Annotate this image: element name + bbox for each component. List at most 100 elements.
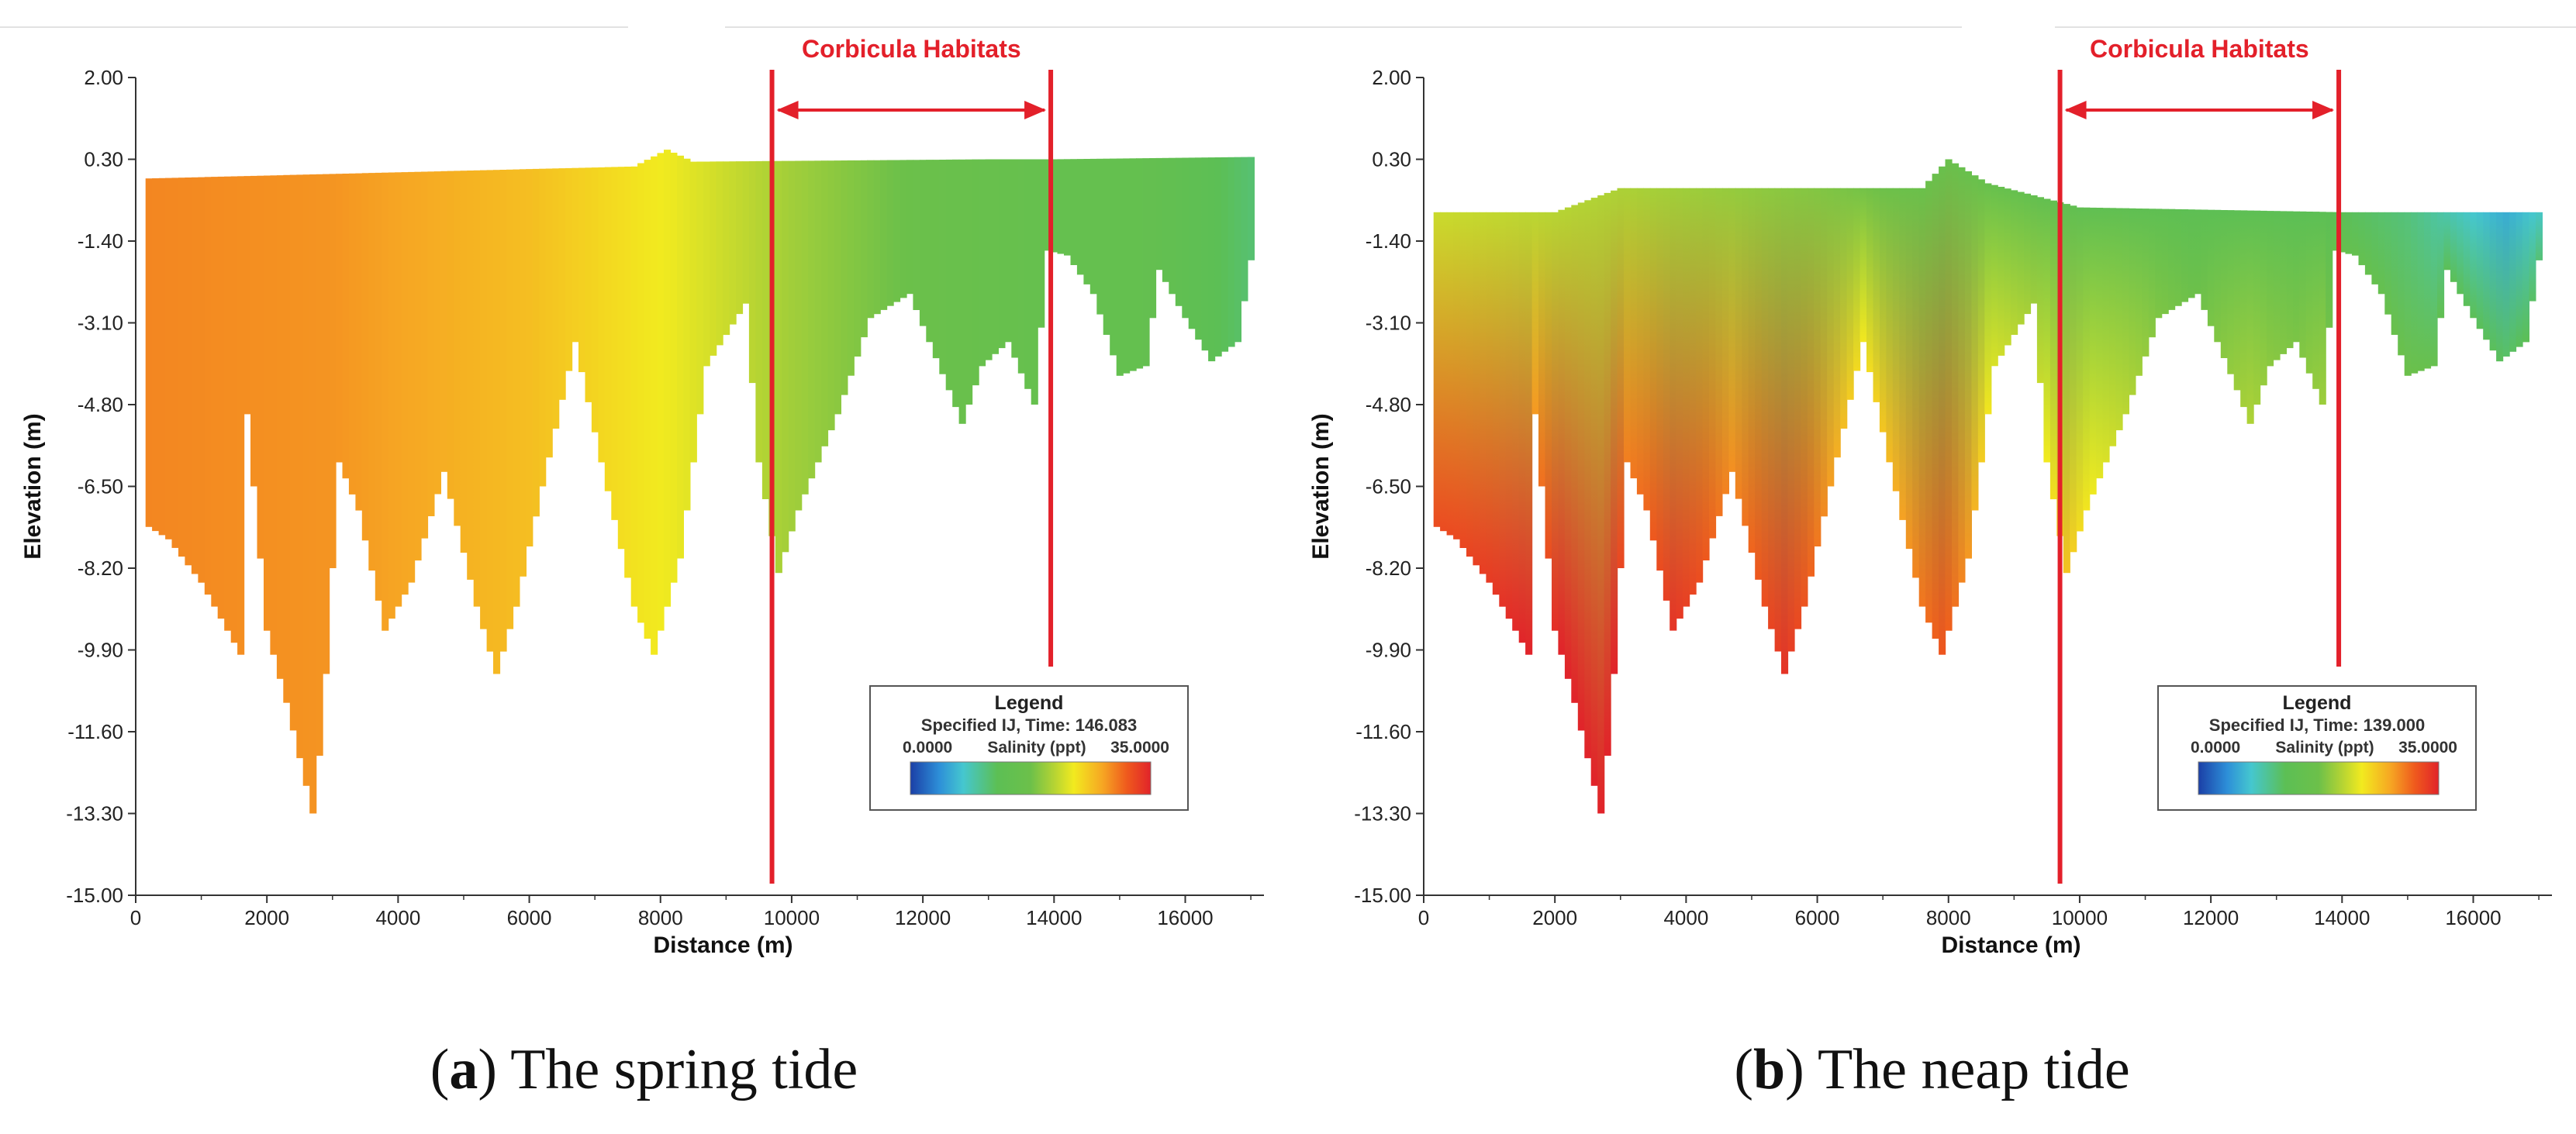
salinity-column [2220,210,2228,358]
salinity-column [1689,188,1697,595]
salinity-column [991,159,999,354]
habitat-arrowhead-right [1024,101,1047,119]
salinity-column [2233,210,2241,391]
salinity-column [211,177,219,607]
salinity-column [204,177,212,595]
salinity-column [578,167,586,373]
salinity-column [624,167,632,578]
salinity-column [348,173,356,495]
panel-neap-tide: 2.00 0.30 -1.40 -3.10 -4.80 -6.50 -8.20 -9.90 -1… [1288,0,2576,1134]
salinity-column [2424,212,2432,369]
salinity-column [1715,188,1723,516]
salinity-column [1149,158,1157,319]
salinity-column [2017,191,2025,325]
salinity-column [814,160,822,463]
salinity-column [152,178,160,532]
salinity-column [2437,212,2445,319]
salinity-column [2253,210,2261,405]
salinity-column [1123,158,1131,374]
x-tick-label: 4000 [375,906,420,929]
salinity-column [1879,188,1887,433]
salinity-column [775,160,782,574]
legend-min-label: 0.0000 [2191,739,2240,757]
salinity-column [165,178,173,539]
salinity-column [1833,188,1841,458]
salinity-column [1083,159,1091,284]
salinity-column [2450,212,2457,282]
salinity-column [1801,188,1808,607]
salinity-column [250,175,258,487]
salinity-column [1768,188,1776,629]
salinity-column [519,169,527,577]
salinity-column [1918,188,1926,607]
salinity-column [1505,212,1513,619]
salinity-column [2286,211,2294,349]
salinity-column [2535,212,2543,260]
salinity-column [1512,212,1520,631]
salinity-column [447,171,454,499]
y-tick-label: -13.30 [1354,802,1411,826]
salinity-column [1518,212,1526,643]
salinity-column [880,160,888,310]
salinity-column [2049,200,2057,500]
salinity-column [1590,198,1598,786]
salinity-column [336,174,344,463]
salinity-column [1597,195,1605,814]
salinity-column [1228,157,1235,347]
salinity-column [1853,188,1861,371]
y-tick-label: 2.00 [1372,66,1411,89]
x-tick-label: 6000 [507,906,552,929]
salinity-column [2194,209,2202,295]
salinity-column [552,168,560,429]
caption-text: The spring tide [497,1038,858,1101]
panel-spring-tide: 2.00 0.30 -1.40 -3.10 -4.80 -6.50 -8.20 -9.90 -1… [20,35,1264,1101]
legend-title: Legend [2283,692,2352,714]
salinity-column [1011,159,1019,358]
salinity-column [972,159,979,386]
salinity-column [2352,212,2360,256]
salinity-column [1649,188,1657,541]
salinity-column [2036,197,2044,384]
salinity-column [847,160,855,376]
salinity-column [539,168,547,487]
salinity-column [1201,157,1209,351]
salinity-column [1807,188,1815,577]
legend-max-label: 35.0000 [2398,739,2457,757]
salinity-column [761,160,769,500]
salinity-column [1755,188,1763,580]
salinity-column [664,150,672,607]
salinity-column [1584,200,1592,759]
salinity-column [2457,212,2464,295]
salinity-column [2214,209,2222,343]
salinity-column [480,170,488,629]
salinity-column [2122,208,2129,415]
y-tick-label: -15.00 [1354,884,1411,907]
legend-subtitle: Specified IJ, Time: 146.083 [921,715,1137,735]
salinity-column [900,160,907,298]
salinity-column [906,160,914,295]
salinity-column [545,168,553,458]
salinity-column [1656,188,1664,571]
salinity-column [1234,157,1241,343]
salinity-column [2142,209,2150,357]
salinity-column [696,161,704,415]
salinity-column [532,168,540,517]
salinity-column [2377,212,2385,295]
salinity-column [2155,209,2163,319]
salinity-column [1116,158,1124,376]
salinity-column [2168,209,2176,310]
salinity-column [2319,212,2326,405]
salinity-column [1214,157,1222,357]
salinity-column [1221,157,1229,352]
salinity-column [2299,211,2307,358]
top-rule-right [2055,26,2576,28]
salinity-column [1446,212,1454,536]
salinity-column [1709,188,1717,539]
salinity-column [283,174,291,703]
salinity-column [2083,207,2091,511]
salinity-column [2476,212,2484,329]
x-axis-title: Distance (m) [1941,932,2080,958]
salinity-column [408,171,416,583]
salinity-column [1070,159,1078,265]
y-axis-title: Elevation (m) [1308,413,1334,559]
